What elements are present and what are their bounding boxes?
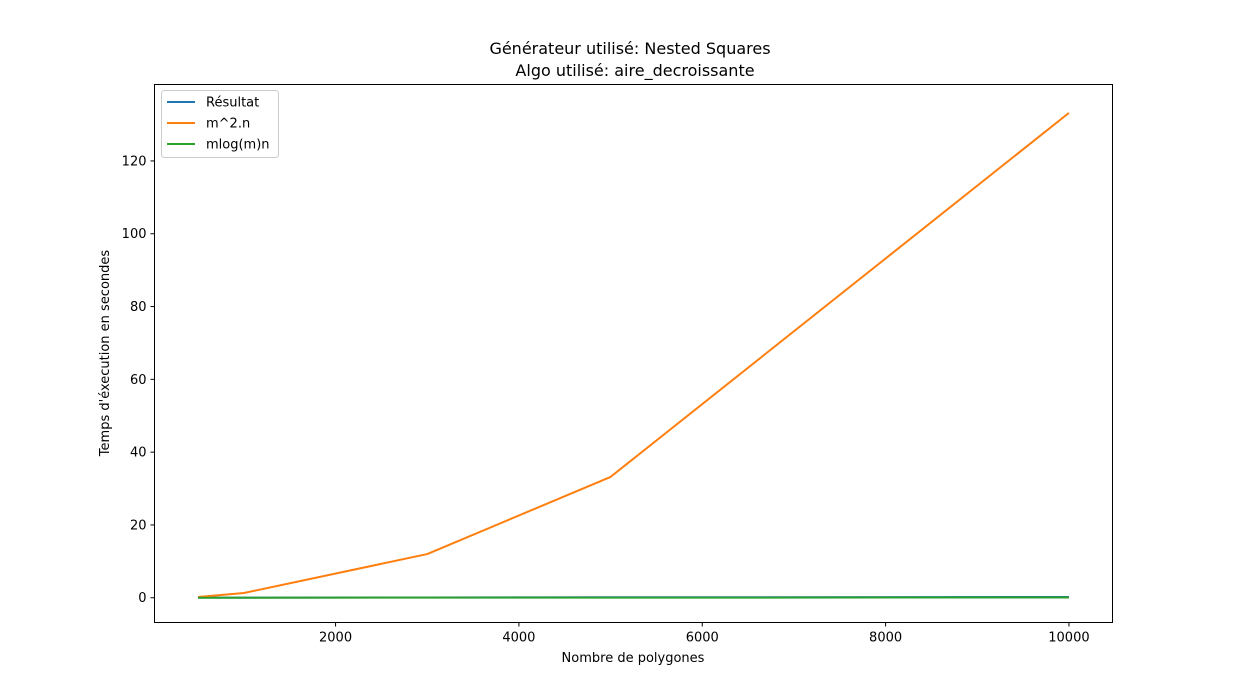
- legend: Résultat m^2.n mlog(m)n: [161, 90, 279, 158]
- x-tick-label: 6000: [686, 631, 719, 646]
- y-tick-label: 120: [122, 154, 147, 169]
- x-tick-label: 8000: [869, 631, 902, 646]
- x-tick-label: 10000: [1048, 631, 1089, 646]
- y-tick-label: 40: [130, 446, 147, 461]
- plot-frame: [154, 84, 1113, 623]
- chart-title: Générateur utilisé: Nested Squares: [489, 39, 770, 58]
- legend-label-resultat: Résultat: [206, 96, 259, 111]
- plot-lines: [197, 112, 1070, 599]
- legend-label-mlogmn: mlog(m)n: [206, 138, 270, 153]
- x-axis-label: Nombre de polygones: [562, 651, 705, 666]
- x-tick-label: 4000: [502, 631, 535, 646]
- y-tick-label: 0: [138, 591, 146, 606]
- y-tick-label: 100: [122, 227, 147, 242]
- x-tick-label: 2000: [319, 631, 352, 646]
- series-line-m2n: [197, 112, 1070, 599]
- chart-subtitle: Algo utilisé: aire_decroissante: [515, 61, 754, 81]
- y-tick-label: 20: [130, 518, 147, 533]
- legend-label-m2n: m^2.n: [206, 117, 250, 132]
- y-tick-label: 80: [130, 300, 147, 315]
- legend-box: [161, 90, 279, 158]
- y-tick-label: 60: [130, 373, 147, 388]
- axis-ticks: 2000 4000 6000 8000 10000 0 20 40 60 80 100 120: [122, 154, 1090, 645]
- y-axis-label: Temps d'éxecution en secondes: [98, 250, 113, 458]
